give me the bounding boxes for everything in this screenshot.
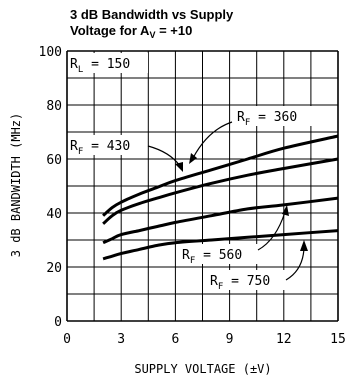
y-axis-label: 3 dB BANDWIDTH (MHz) [9, 113, 23, 258]
y-tick-label: 100 [39, 45, 62, 60]
y-tick-label: 20 [46, 261, 62, 276]
x-tick-label: 12 [276, 332, 292, 347]
series-line-r-f-430 [102, 157, 339, 225]
series-curves [102, 134, 339, 261]
svg-text:RF = 430: RF = 430 [70, 139, 130, 157]
series-label-rf-560: RF = 560 [180, 205, 289, 266]
series-label-rf-430: RF = 430 [68, 135, 183, 172]
x-tick-label: 9 [226, 332, 234, 347]
condition-label: RL = 150 [68, 53, 148, 75]
chart-title-line2: Voltage for AV = +10 [70, 23, 192, 40]
x-tick-label: 6 [171, 332, 179, 347]
y-tick-label: 60 [46, 153, 62, 168]
grid [66, 50, 339, 322]
y-tick-label: 40 [46, 207, 62, 222]
chart-title-line1: 3 dB Bandwidth vs Supply [70, 7, 234, 22]
series-line-r-f-750 [102, 229, 339, 261]
series-line-r-f-560 [102, 196, 339, 245]
y-tick-label: 80 [46, 99, 62, 114]
series-label-rf-360: RF = 360 [189, 106, 313, 164]
svg-text:RF = 750: RF = 750 [210, 274, 270, 292]
series-label-rf-750: RF = 750 [208, 240, 308, 292]
svg-text:RL = 150: RL = 150 [70, 57, 130, 75]
svg-text:RF = 560: RF = 560 [182, 248, 242, 266]
x-tick-label: 15 [330, 332, 346, 347]
x-tick-label: 3 [117, 332, 125, 347]
series-line-r-f-360 [102, 134, 339, 217]
x-tick-label: 0 [63, 332, 71, 347]
x-axis-label: SUPPLY VOLTAGE (±V) [134, 362, 271, 376]
svg-text:RF = 360: RF = 360 [237, 110, 297, 128]
tick-labels: 0 3 6 9 12 15 0 20 40 60 80 100 [39, 45, 346, 347]
y-tick-label: 0 [54, 315, 62, 330]
